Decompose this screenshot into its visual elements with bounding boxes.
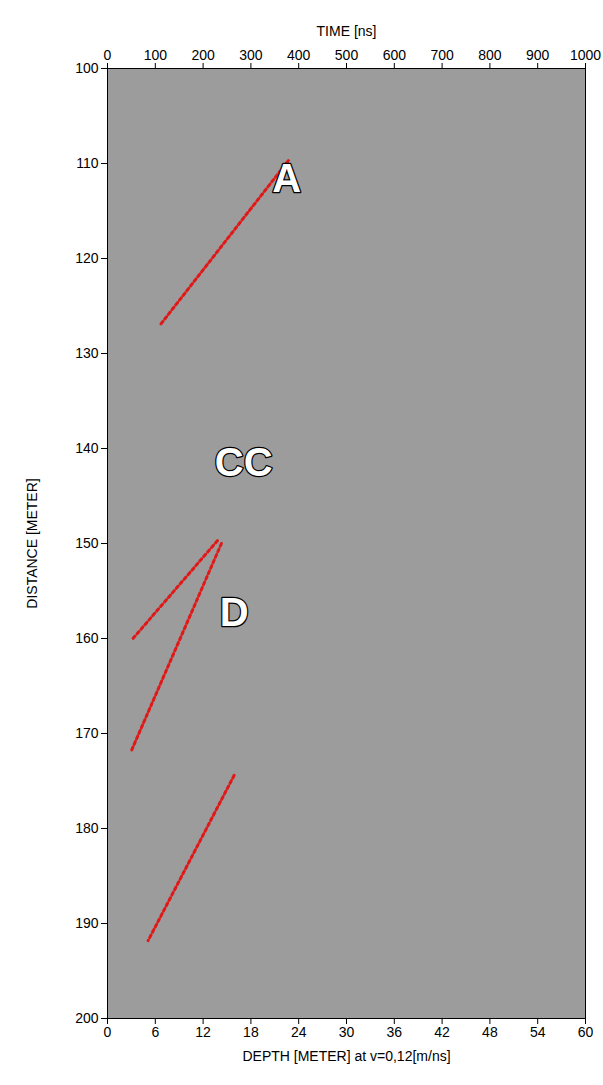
svg-text:0: 0 (104, 1024, 112, 1040)
svg-text:700: 700 (430, 47, 454, 63)
svg-text:180: 180 (75, 820, 99, 836)
svg-text:120: 120 (75, 250, 99, 266)
svg-text:190: 190 (75, 915, 99, 931)
svg-text:DISTANCE [METER]: DISTANCE [METER] (24, 478, 40, 608)
svg-text:30: 30 (339, 1024, 355, 1040)
svg-text:170: 170 (75, 725, 99, 741)
svg-text:800: 800 (478, 47, 502, 63)
svg-text:TIME [ns]: TIME [ns] (317, 23, 377, 39)
svg-text:12: 12 (195, 1024, 211, 1040)
svg-text:6: 6 (151, 1024, 159, 1040)
svg-text:100: 100 (144, 47, 168, 63)
svg-text:150: 150 (75, 535, 99, 551)
svg-text:200: 200 (75, 1010, 99, 1026)
svg-text:54: 54 (530, 1024, 546, 1040)
svg-text:400: 400 (287, 47, 311, 63)
svg-text:110: 110 (76, 155, 99, 171)
svg-text:300: 300 (239, 47, 263, 63)
svg-text:CC: CC (215, 440, 273, 484)
svg-text:60: 60 (578, 1024, 594, 1040)
svg-text:500: 500 (335, 47, 359, 63)
svg-text:1000: 1000 (570, 47, 601, 63)
svg-text:0: 0 (104, 47, 112, 63)
svg-text:42: 42 (434, 1024, 450, 1040)
svg-text:24: 24 (291, 1024, 307, 1040)
svg-text:A: A (272, 156, 301, 200)
svg-text:130: 130 (75, 345, 99, 361)
svg-text:140: 140 (75, 440, 99, 456)
svg-text:160: 160 (75, 630, 99, 646)
svg-text:100: 100 (75, 60, 99, 76)
svg-text:200: 200 (191, 47, 215, 63)
svg-text:900: 900 (526, 47, 550, 63)
svg-text:36: 36 (387, 1024, 403, 1040)
svg-text:600: 600 (383, 47, 407, 63)
svg-text:18: 18 (243, 1024, 259, 1040)
svg-text:D: D (220, 590, 249, 634)
svg-text:DEPTH [METER] at v=0,12[m/ns]: DEPTH [METER] at v=0,12[m/ns] (242, 1048, 450, 1064)
svg-text:48: 48 (482, 1024, 498, 1040)
